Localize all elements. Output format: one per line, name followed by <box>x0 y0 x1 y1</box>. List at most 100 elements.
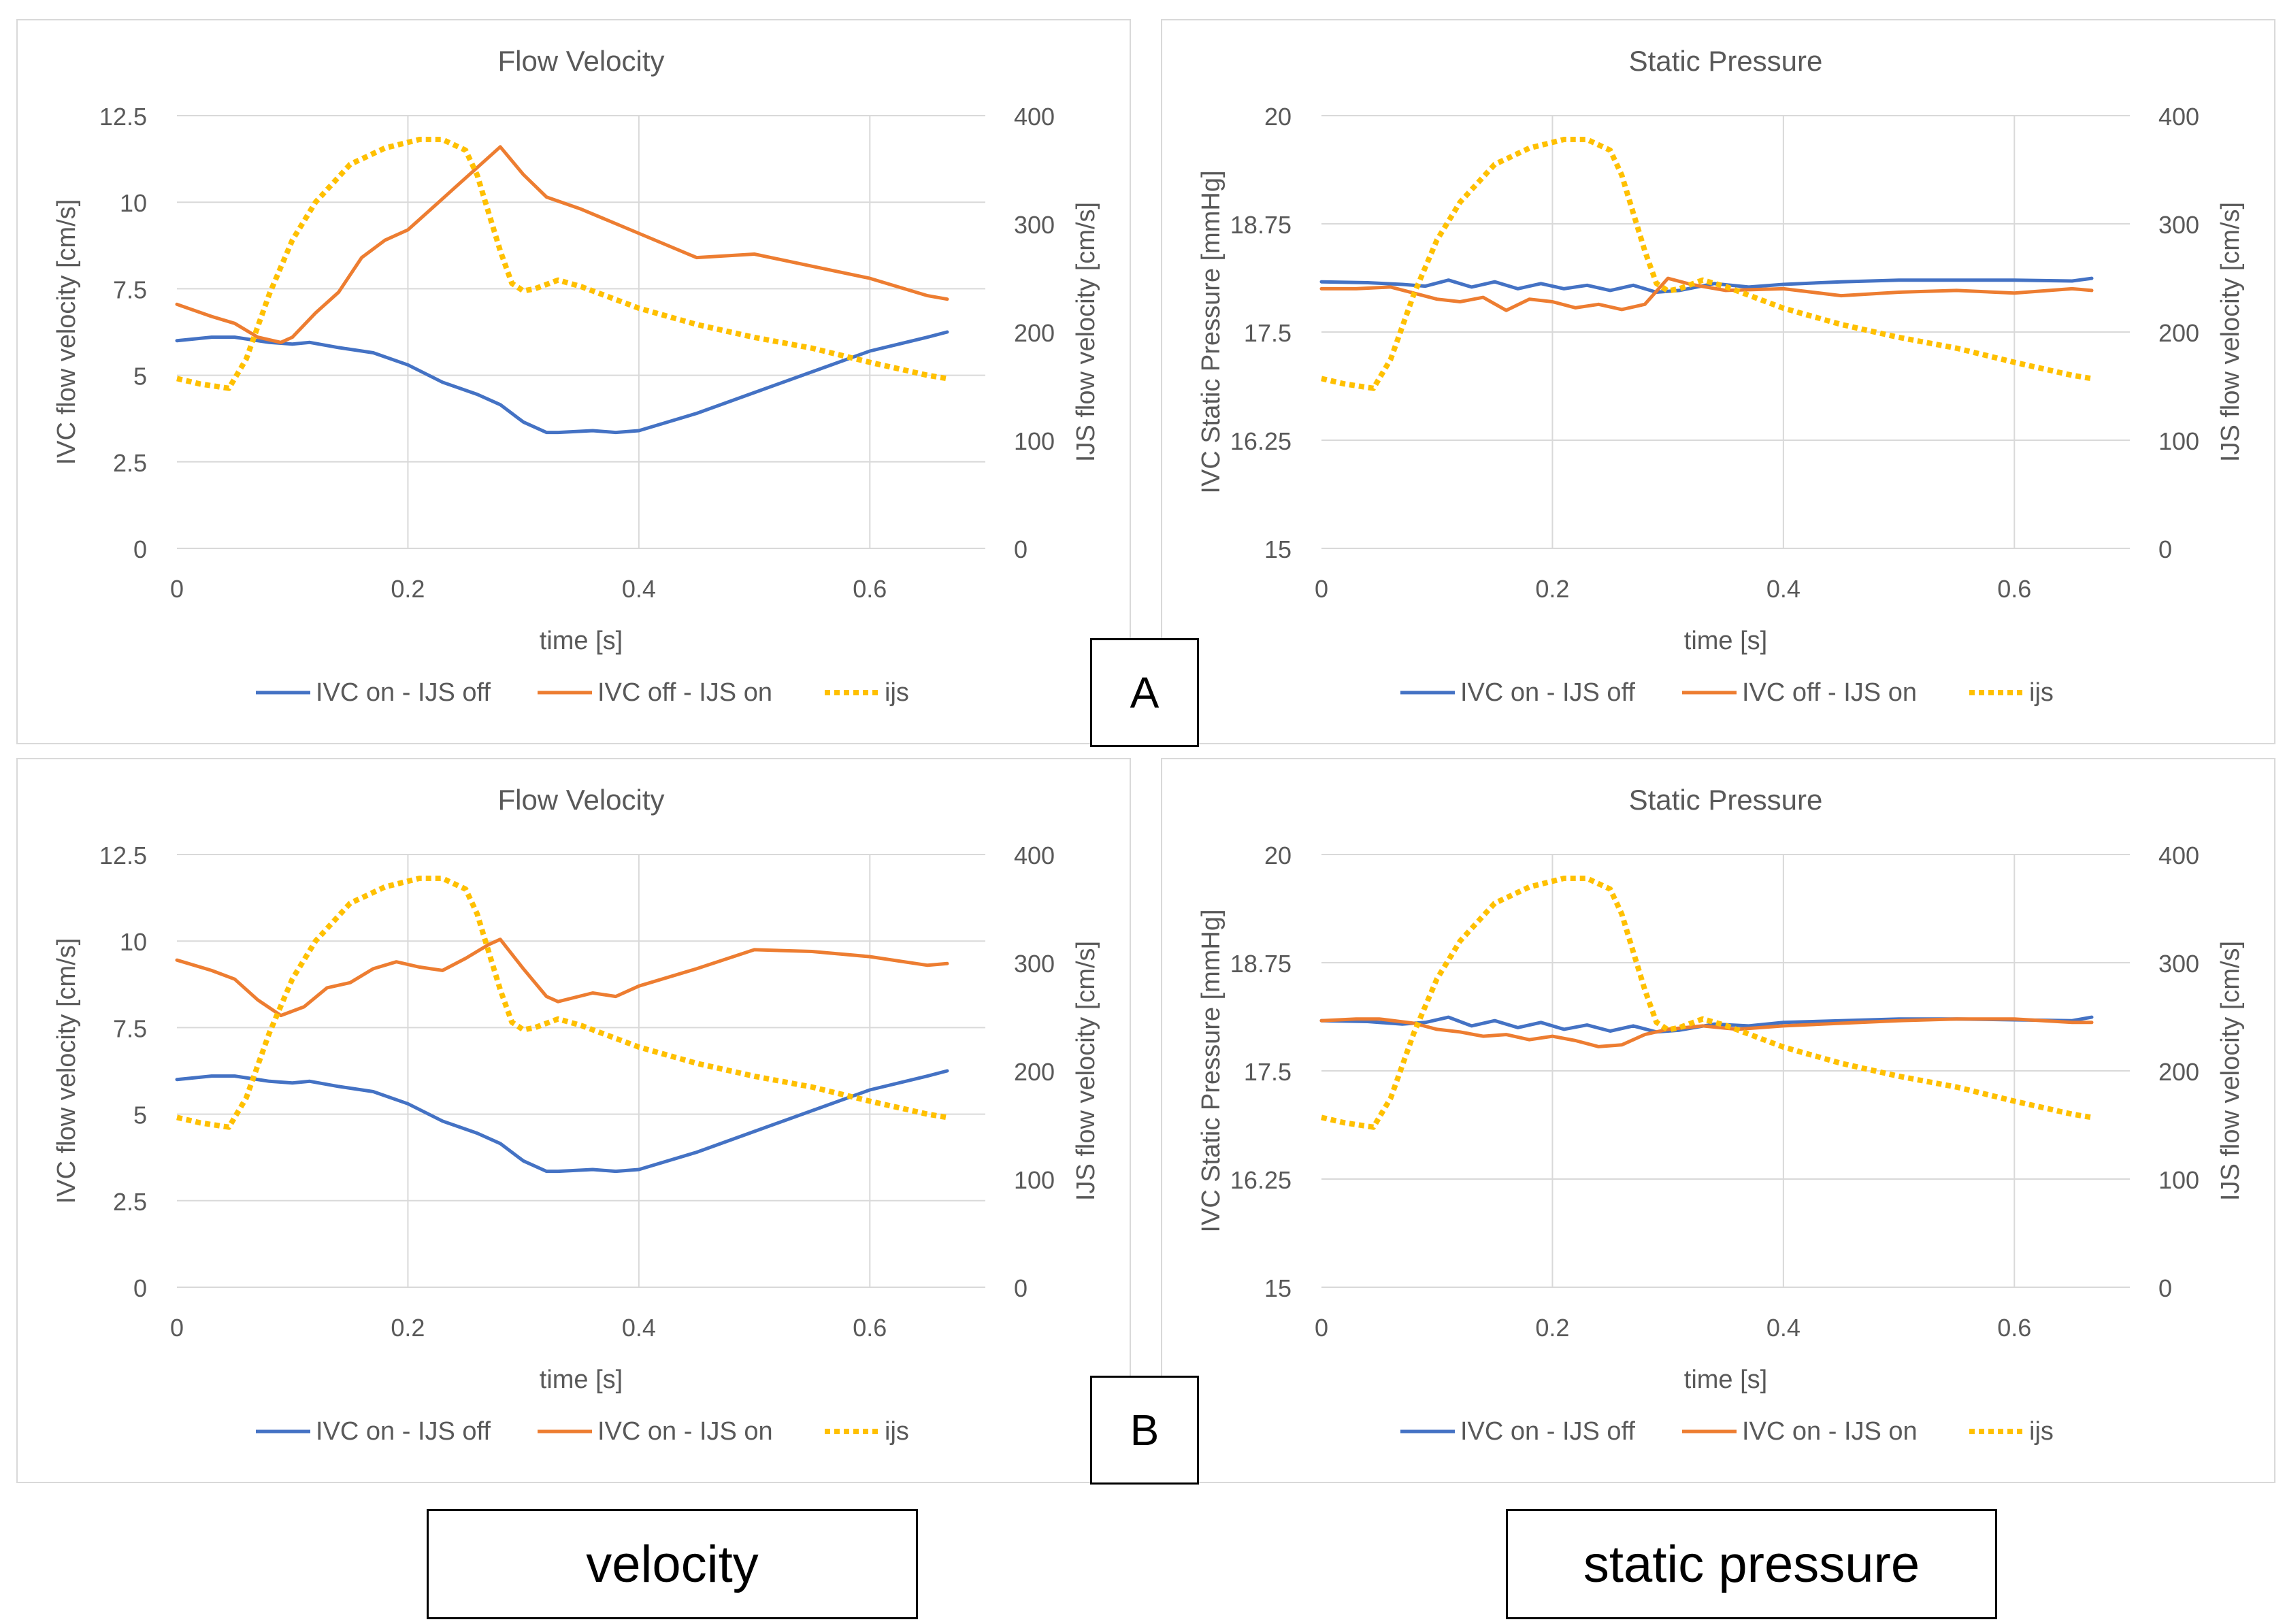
x-tick-label: 0.2 <box>391 1314 425 1342</box>
panel-label-a: A <box>1090 638 1199 747</box>
y2-tick-label: 0 <box>1014 535 1028 563</box>
y-axis-label: IVC flow velocity [cm/s] <box>52 938 81 1204</box>
y-tick-label: 0 <box>133 535 147 563</box>
legend-label: ijs <box>2029 1417 2054 1446</box>
y-tick-label: 10 <box>120 928 147 956</box>
chart-panel-b-static-pressure: Static Pressure 15 16.25 17.5 18.75 20 0 100 200… <box>1161 758 2275 1483</box>
y-axis-label: IVC flow velocity [cm/s] <box>52 199 81 465</box>
chart-title: Flow Velocity <box>497 45 664 77</box>
series-line-orange <box>1319 276 2094 312</box>
y2-tick-label: 300 <box>2158 211 2199 239</box>
y-tick-label: 0 <box>133 1274 147 1302</box>
x-axis-label: time [s] <box>540 627 623 655</box>
x-tick-label: 0.6 <box>1997 575 2031 603</box>
x-tick-label: 0.2 <box>1535 1314 1569 1342</box>
legend-label: IVC on - IJS off <box>1460 1417 1635 1446</box>
y2-axis-label: IJS flow velocity [cm/s] <box>2216 202 2245 462</box>
y-tick-label: 18.75 <box>1230 211 1292 239</box>
caption-velocity: velocity <box>427 1509 918 1619</box>
y-tick-label: 17.5 <box>1244 1058 1292 1086</box>
y2-tick-label: 0 <box>1014 1274 1028 1302</box>
series-line-ijs <box>176 876 948 1130</box>
y2-tick-label: 100 <box>1014 1166 1055 1194</box>
series-line-orange <box>1319 1017 2094 1048</box>
y2-tick-label: 400 <box>1014 103 1055 131</box>
chart-svg-B_pressure: Static Pressure1516.2517.518.75200100200… <box>1197 784 2245 1446</box>
chart-svg-B_velocity: Flow Velocity 0 2.5 5 7.5 10 12.5 0 100 200 300 400… <box>52 784 1100 1446</box>
y2-tick-label: 400 <box>2158 842 2199 869</box>
chart-svg-A_pressure: Static Pressure1516.2517.518.75200100200… <box>1197 45 2245 707</box>
legend-label: ijs <box>885 678 909 707</box>
y2-tick-label: 100 <box>1014 427 1055 455</box>
legend-label: ijs <box>2029 678 2054 707</box>
y-tick-label: 10 <box>120 189 147 217</box>
series-line-blue <box>175 330 949 435</box>
chart-panel-a-flow-velocity: Flow Velocity 0 2.5 5 7.5 10 12.5 0 100 200 300 400… <box>16 19 1131 744</box>
chart-title: Static Pressure <box>1629 784 1823 816</box>
y-axis-label: IVC Static Pressure [mmHg] <box>1197 170 1226 493</box>
legend-label: IVC on - IJS on <box>1742 1417 1918 1446</box>
legend-label: IVC on - IJS off <box>1460 678 1635 707</box>
y2-tick-label: 100 <box>2158 427 2199 455</box>
y-tick-label: 12.5 <box>99 103 147 131</box>
legend-label: IVC off - IJS on <box>597 678 772 707</box>
x-tick-label: 0 <box>1315 1314 1328 1342</box>
y2-tick-label: 200 <box>2158 319 2199 347</box>
series-line-orange <box>175 938 949 1018</box>
y-tick-label: 20 <box>1264 103 1292 131</box>
y-tick-label: 20 <box>1264 842 1292 869</box>
x-axis-label: time [s] <box>1684 627 1767 655</box>
x-tick-label: 0 <box>1315 575 1328 603</box>
x-axis-label: time [s] <box>1684 1365 1767 1394</box>
x-tick-label: 0.4 <box>622 575 656 603</box>
y-tick-label: 7.5 <box>113 1014 147 1042</box>
y2-tick-label: 0 <box>2158 535 2172 563</box>
panel-label-b: B <box>1090 1376 1199 1485</box>
y2-axis-label: IJS flow velocity [cm/s] <box>1072 202 1100 462</box>
series-line-blue <box>175 1069 949 1174</box>
x-tick-label: 0.6 <box>853 1314 887 1342</box>
series-line-blue <box>1319 276 2094 294</box>
y2-tick-label: 200 <box>2158 1058 2199 1086</box>
legend-label: IVC on - IJS on <box>597 1417 773 1446</box>
y-axis-label: IVC Static Pressure [mmHg] <box>1197 909 1226 1232</box>
y2-axis-label: IJS flow velocity [cm/s] <box>2216 941 2245 1201</box>
y-tick-label: 2.5 <box>113 449 147 477</box>
caption-static-pressure: static pressure <box>1506 1509 1997 1619</box>
x-tick-label: 0.2 <box>391 575 425 603</box>
series-line-ijs <box>1321 137 2092 391</box>
chart-title: Flow Velocity <box>497 784 664 816</box>
y-tick-label: 5 <box>133 363 147 391</box>
x-tick-label: 0.4 <box>622 1314 656 1342</box>
legend-label: IVC off - IJS on <box>1742 678 1917 707</box>
y-tick-label: 17.5 <box>1244 319 1292 347</box>
series-line-ijs <box>176 137 948 391</box>
y2-tick-label: 100 <box>2158 1166 2199 1194</box>
x-tick-label: 0.2 <box>1535 575 1569 603</box>
legend-label: IVC on - IJS off <box>316 1417 491 1446</box>
y2-tick-label: 200 <box>1014 319 1055 347</box>
y2-tick-label: 0 <box>2158 1274 2172 1302</box>
chart-svg-A_velocity: Flow Velocity 0 2.5 5 7.5 10 12.5 0 100 200 300 400… <box>52 45 1100 707</box>
y-tick-label: 16.25 <box>1230 1166 1292 1194</box>
x-tick-label: 0.4 <box>1766 1314 1801 1342</box>
y-tick-label: 15 <box>1264 1274 1292 1302</box>
x-tick-label: 0.4 <box>1766 575 1801 603</box>
legend-label: IVC on - IJS off <box>316 678 491 707</box>
y-tick-label: 2.5 <box>113 1188 147 1216</box>
chart-title: Static Pressure <box>1629 45 1823 77</box>
y2-tick-label: 300 <box>1014 950 1055 978</box>
x-tick-label: 0 <box>170 575 184 603</box>
legend-label: ijs <box>885 1417 909 1446</box>
y2-tick-label: 300 <box>1014 211 1055 239</box>
y2-tick-label: 300 <box>2158 950 2199 978</box>
series-line-ijs <box>1321 876 2092 1130</box>
y2-tick-label: 400 <box>2158 103 2199 131</box>
y-tick-label: 5 <box>133 1101 147 1129</box>
y-tick-label: 18.75 <box>1230 950 1292 978</box>
y2-tick-label: 200 <box>1014 1058 1055 1086</box>
chart-panel-b-flow-velocity: Flow Velocity 0 2.5 5 7.5 10 12.5 0 100 200 300 400… <box>16 758 1131 1483</box>
y-tick-label: 16.25 <box>1230 427 1292 455</box>
x-tick-label: 0.6 <box>853 575 887 603</box>
y-tick-label: 15 <box>1264 535 1292 563</box>
